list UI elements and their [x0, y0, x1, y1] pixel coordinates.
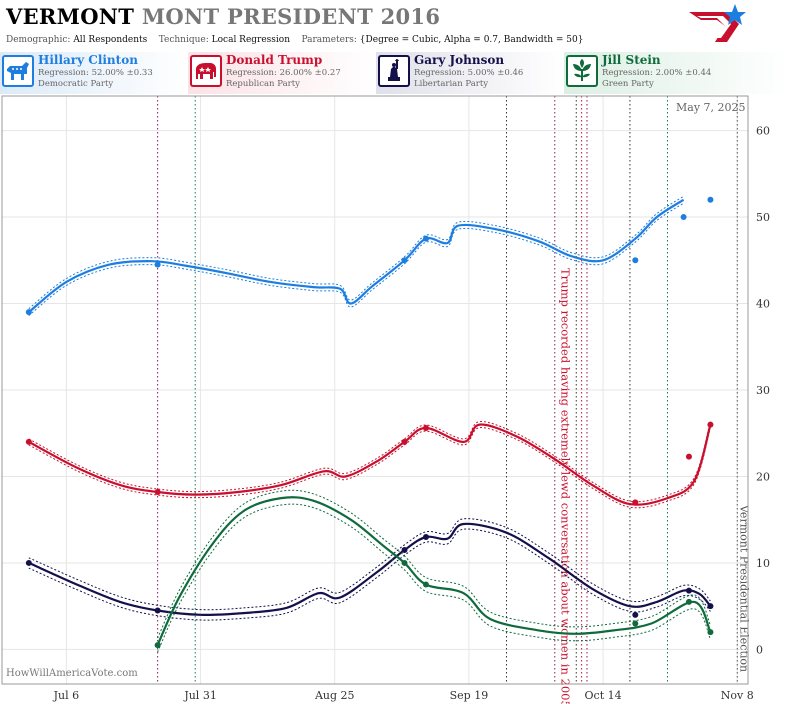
grid	[2, 96, 748, 684]
series-band	[28, 518, 711, 611]
legend-card-clinton: Hillary Clinton Regression: 52.00% ±0.33…	[0, 52, 188, 94]
series-line	[156, 496, 712, 646]
series-point	[685, 598, 692, 605]
plot-frame	[1, 95, 749, 685]
x-tick-label: Jul 31	[183, 689, 217, 702]
series-point	[707, 196, 714, 203]
series-layer	[25, 195, 714, 653]
liberty-torch-icon	[378, 55, 410, 87]
candidate-legend: Hillary Clinton Regression: 52.00% ±0.33…	[0, 52, 789, 94]
series-point	[632, 620, 639, 627]
demographic-label: Demographic:	[6, 35, 71, 45]
series-band	[28, 202, 684, 316]
legend-party: Republican Party	[226, 79, 300, 89]
series-point	[154, 607, 161, 614]
series-band	[157, 489, 711, 639]
series-point	[680, 214, 687, 221]
x-tick-label: Sep 19	[450, 689, 489, 702]
series-point	[25, 559, 32, 566]
annotation-lines: Vermont Presidential Election Trump recor…	[157, 96, 750, 704]
series-line	[28, 198, 685, 314]
series-point	[25, 309, 32, 316]
series-point	[422, 425, 429, 432]
series-point	[422, 534, 429, 540]
date-stamp: May 7, 2025	[676, 101, 746, 114]
x-tick-label: Jul 6	[53, 689, 80, 702]
series-point	[685, 453, 692, 460]
elephant-icon	[190, 55, 222, 87]
legend-regression: Regression: 5.00% ±0.46	[414, 68, 524, 78]
series-band	[157, 503, 711, 653]
series-point	[632, 257, 639, 264]
annotation-label: Vermont Presidential Election	[737, 504, 750, 672]
series-point	[632, 611, 639, 618]
legend-regression: Regression: 52.00% ±0.33	[38, 68, 153, 78]
series-point	[401, 546, 408, 553]
legend-party: Libertarian Party	[414, 79, 489, 89]
legend-party: Green Party	[602, 79, 654, 89]
legend-party: Democratic Party	[38, 79, 114, 89]
series-line	[28, 522, 712, 617]
series-band	[28, 427, 711, 509]
series-point	[707, 603, 714, 610]
series-0	[25, 195, 714, 316]
series-point	[707, 629, 714, 636]
y-tick-label: 20	[756, 470, 770, 483]
series-line	[28, 423, 712, 506]
leaf-icon	[566, 55, 598, 87]
annotation-label: Trump recorded having extremely lewd con…	[559, 268, 573, 704]
legend-card-johnson: Gary Johnson Regression: 5.00% ±0.46 Lib…	[376, 52, 564, 94]
series-band	[28, 195, 684, 310]
legend-name: Hillary Clinton	[38, 53, 138, 67]
series-point	[401, 257, 408, 264]
y-tick-label: 30	[756, 384, 770, 397]
x-tick-label: Oct 14	[585, 689, 622, 702]
legend-name: Gary Johnson	[414, 53, 505, 67]
legend-regression: Regression: 26.00% ±0.27	[226, 68, 341, 78]
series-point	[154, 642, 161, 649]
axis-layer: 0 10 20 30 40 50 60 Jul 6 Jul 31 Aug 25 Sep 19 Oct …	[1, 95, 770, 702]
y-tick-label: 0	[756, 643, 763, 656]
series-band	[28, 421, 711, 503]
x-tick-label: Aug 25	[314, 689, 355, 702]
legend-regression: Regression: 2.00% ±0.44	[602, 68, 712, 78]
site-logo	[689, 4, 746, 42]
series-1	[25, 421, 714, 509]
technique-value: Local Regression	[211, 35, 291, 45]
series-point	[422, 235, 429, 242]
demographic-value: All Respondents	[73, 35, 148, 45]
series-point	[632, 499, 639, 506]
y-tick-label: 10	[756, 557, 770, 570]
legend-name: Jill Stein	[602, 53, 661, 67]
series-point	[25, 438, 32, 445]
series-point	[401, 559, 408, 566]
series-point	[401, 438, 408, 445]
y-tick-label: 50	[756, 211, 770, 224]
series-3	[154, 489, 714, 653]
parameters-label: Parameters:	[301, 35, 357, 45]
title-state: VERMONT	[6, 4, 135, 29]
series-point	[154, 261, 161, 268]
parameters-line: Demographic: All Respondents Technique: …	[6, 35, 583, 45]
chart-title: VERMONT MONT PRESIDENT 2016	[6, 4, 440, 29]
series-point	[422, 581, 429, 588]
title-rest: MONT PRESIDENT 2016	[141, 4, 441, 29]
series-point	[707, 421, 714, 428]
y-tick-label: 40	[756, 298, 770, 311]
series-2	[25, 518, 714, 621]
series-point	[154, 489, 161, 496]
legend-card-trump: Donald Trump Regression: 26.00% ±0.27 Re…	[188, 52, 376, 94]
site-credit: HowWillAmericaVote.com	[6, 668, 138, 679]
series-band	[28, 528, 711, 621]
x-tick-label: Nov 8	[721, 689, 754, 702]
donkey-icon	[2, 55, 34, 87]
technique-label: Technique:	[158, 35, 209, 45]
series-point	[685, 587, 692, 594]
y-tick-label: 60	[756, 125, 770, 138]
legend-card-stein: Jill Stein Regression: 2.00% ±0.44 Green…	[564, 52, 789, 94]
parameters-value: {Degree = Cubic, Alpha = 0.7, Bandwidth …	[359, 35, 584, 45]
legend-name: Donald Trump	[226, 53, 323, 67]
